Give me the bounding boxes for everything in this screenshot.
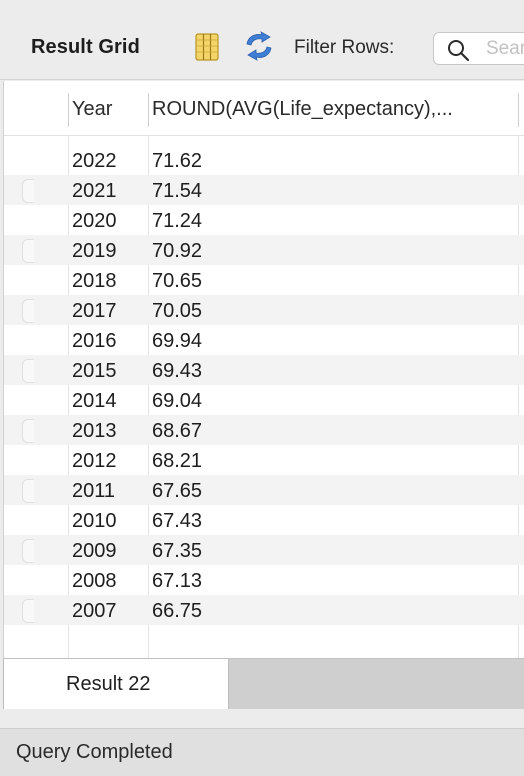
spacer	[0, 709, 524, 728]
column-divider[interactable]	[68, 93, 69, 127]
column-header-life-expectancy[interactable]: ROUND(AVG(Life_expectancy),...	[152, 98, 453, 120]
cell-year[interactable]: 2017	[72, 300, 117, 322]
table-row[interactable]: 2015 69.43	[4, 355, 524, 385]
filter-rows-label: Filter Rows:	[294, 37, 395, 58]
row-selector[interactable]	[22, 359, 34, 383]
filter-search-box[interactable]	[433, 32, 524, 65]
cell-year[interactable]: 2014	[72, 390, 117, 412]
filter-search-input[interactable]	[486, 37, 524, 61]
table-row[interactable]: 2011 67.65	[4, 475, 524, 505]
table-row[interactable]: 2012 68.21	[4, 445, 524, 475]
table-row[interactable]: 2008 67.13	[4, 565, 524, 595]
cell-life-expectancy[interactable]: 71.54	[152, 180, 203, 202]
cell-life-expectancy[interactable]: 67.43	[152, 510, 203, 532]
grid-line	[68, 136, 69, 659]
cell-life-expectancy[interactable]: 68.21	[152, 450, 203, 472]
column-divider[interactable]	[148, 93, 149, 127]
result-toolbar: Result Grid Filter Rows:	[0, 0, 524, 80]
row-selector[interactable]	[22, 599, 34, 623]
cell-year[interactable]: 2010	[72, 510, 117, 532]
table-row[interactable]: 2018 70.65	[4, 265, 524, 295]
row-selector[interactable]	[22, 299, 34, 323]
cell-life-expectancy[interactable]: 71.24	[152, 210, 203, 232]
cell-year[interactable]: 2019	[72, 240, 117, 262]
cell-year[interactable]: 2021	[72, 180, 117, 202]
cell-year[interactable]: 2009	[72, 540, 117, 562]
table-row[interactable]: 2016 69.94	[4, 325, 524, 355]
row-selector[interactable]	[22, 539, 34, 563]
table-row[interactable]: 2014 69.04	[4, 385, 524, 415]
row-selector[interactable]	[22, 419, 34, 443]
cell-year[interactable]: 2018	[72, 270, 117, 292]
status-text: Query Completed	[16, 741, 173, 763]
cell-year[interactable]: 2012	[72, 450, 117, 472]
cell-life-expectancy[interactable]: 69.04	[152, 390, 203, 412]
cell-life-expectancy[interactable]: 71.62	[152, 150, 203, 172]
cell-year[interactable]: 2011	[72, 480, 116, 502]
cell-year[interactable]: 2022	[72, 150, 117, 172]
tab-label: Result 22	[66, 673, 151, 695]
cell-life-expectancy[interactable]: 68.67	[152, 420, 203, 442]
cell-year[interactable]: 2007	[72, 600, 117, 622]
row-selector[interactable]	[22, 479, 34, 503]
table-row[interactable]: 2021 71.54	[4, 175, 524, 205]
table-row[interactable]: 2013 68.67	[4, 415, 524, 445]
cell-life-expectancy[interactable]: 69.43	[152, 360, 203, 382]
table-row[interactable]: 2007 66.75	[4, 595, 524, 625]
status-bar: Query Completed	[0, 728, 524, 776]
cell-life-expectancy[interactable]: 70.65	[152, 270, 203, 292]
grid-line	[518, 136, 519, 659]
row-selector[interactable]	[22, 179, 34, 203]
table-row[interactable]: 2010 67.43	[4, 505, 524, 535]
tab-result-22[interactable]: Result 22	[3, 659, 229, 710]
cell-life-expectancy[interactable]: 66.75	[152, 600, 203, 622]
row-selector[interactable]	[22, 239, 34, 263]
cell-life-expectancy[interactable]: 70.05	[152, 300, 203, 322]
cell-year[interactable]: 2020	[72, 210, 117, 232]
table-row[interactable]: 2019 70.92	[4, 235, 524, 265]
table-row[interactable]: 2017 70.05	[4, 295, 524, 325]
column-divider[interactable]	[518, 93, 519, 127]
result-grid: Year ROUND(AVG(Life_expectancy),... 2022…	[3, 81, 524, 659]
cell-year[interactable]: 2008	[72, 570, 117, 592]
table-row[interactable]: 2020 71.24	[4, 205, 524, 235]
result-tab-bar: Result 22	[3, 658, 524, 710]
refresh-icon[interactable]	[243, 31, 275, 61]
grid-header: Year ROUND(AVG(Life_expectancy),...	[4, 81, 524, 136]
cell-year[interactable]: 2016	[72, 330, 117, 352]
cell-year[interactable]: 2013	[72, 420, 117, 442]
cell-life-expectancy[interactable]: 67.65	[152, 480, 203, 502]
table-row[interactable]: 2009 67.35	[4, 535, 524, 565]
column-header-year[interactable]: Year	[72, 98, 113, 120]
cell-life-expectancy[interactable]: 67.13	[152, 570, 203, 592]
table-row[interactable]: 2022 71.62	[4, 145, 524, 175]
grid-columns-icon[interactable]	[193, 33, 221, 61]
cell-life-expectancy[interactable]: 67.35	[152, 540, 203, 562]
cell-year[interactable]: 2015	[72, 360, 117, 382]
cell-life-expectancy[interactable]: 70.92	[152, 240, 203, 262]
cell-life-expectancy[interactable]: 69.94	[152, 330, 203, 352]
result-grid-title[interactable]: Result Grid	[31, 36, 140, 58]
search-icon	[448, 40, 470, 62]
grid-line	[148, 136, 149, 659]
